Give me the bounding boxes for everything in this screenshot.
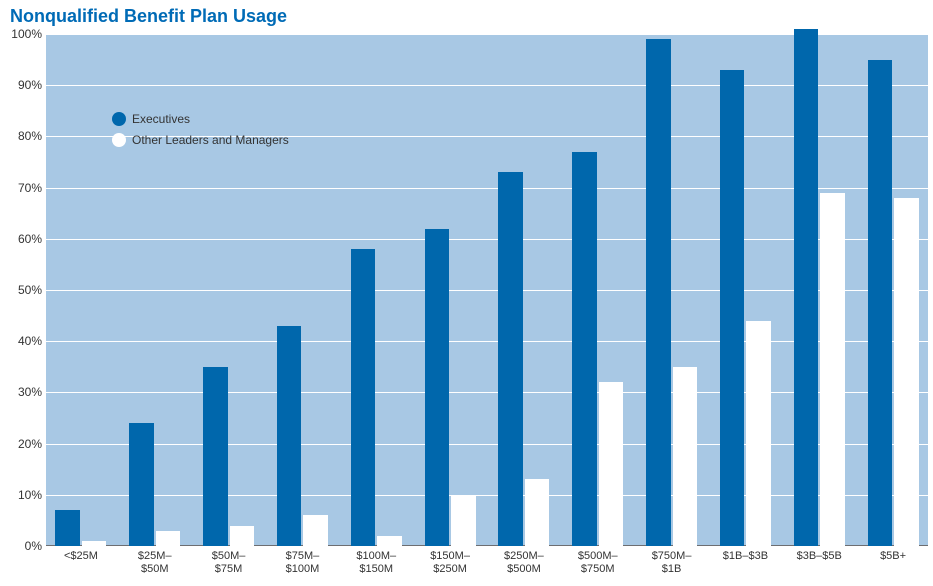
bar-executives: [425, 229, 449, 546]
y-tick-label: 90%: [18, 78, 42, 92]
bar-executives: [277, 326, 301, 546]
legend-dot-icon: [112, 133, 126, 147]
bar-executives: [572, 152, 596, 546]
bar-executives: [794, 29, 818, 546]
bar-other: [525, 479, 549, 546]
bar-executives: [55, 510, 79, 546]
bar-group: [784, 34, 854, 546]
bar-executives: [203, 367, 227, 546]
legend-label: Executives: [132, 112, 190, 126]
y-tick-label: 100%: [11, 27, 42, 41]
y-tick-label: 0%: [25, 539, 42, 553]
bar-executives: [351, 249, 375, 546]
y-tick-label: 40%: [18, 334, 42, 348]
bar-other: [230, 526, 254, 546]
x-tick-label: $500M– $750M: [563, 550, 633, 575]
bar-group: [711, 34, 781, 546]
x-tick-label: <$25M: [46, 550, 116, 563]
bar-other: [673, 367, 697, 546]
bar-group: [563, 34, 633, 546]
y-tick-label: 30%: [18, 385, 42, 399]
bar-other: [820, 193, 844, 546]
bar-group: [46, 34, 116, 546]
x-tick-label: $150M– $250M: [415, 550, 485, 575]
bar-group: [489, 34, 559, 546]
bar-executives: [129, 423, 153, 546]
bar-group: [637, 34, 707, 546]
y-tick-label: 80%: [18, 129, 42, 143]
bar-group: [858, 34, 928, 546]
legend-label: Other Leaders and Managers: [132, 133, 289, 147]
bar-other: [746, 321, 770, 546]
y-axis: 0%10%20%30%40%50%60%70%80%90%100%: [0, 34, 46, 546]
bar-executives: [720, 70, 744, 546]
y-tick-label: 20%: [18, 437, 42, 451]
y-tick-label: 10%: [18, 488, 42, 502]
x-tick-label: $100M– $150M: [341, 550, 411, 575]
bar-executives: [498, 172, 522, 546]
bar-group: [341, 34, 411, 546]
x-tick-label: $50M– $75M: [194, 550, 264, 575]
x-tick-label: $250M– $500M: [489, 550, 559, 575]
y-tick-label: 60%: [18, 232, 42, 246]
bar-executives: [646, 39, 670, 546]
bar-other: [451, 495, 475, 546]
chart-title: Nonqualified Benefit Plan Usage: [10, 6, 287, 27]
x-tick-label: $75M– $100M: [268, 550, 338, 575]
bar-other: [599, 382, 623, 546]
x-tick-label: $750M– $1B: [637, 550, 707, 575]
x-tick-label: $3B–$5B: [784, 550, 854, 563]
legend-item: Executives: [112, 110, 289, 128]
bar-other: [82, 541, 106, 546]
x-tick-label: $25M– $50M: [120, 550, 190, 575]
bar-other: [303, 515, 327, 546]
legend: Executives Other Leaders and Managers: [112, 110, 289, 149]
y-tick-label: 70%: [18, 181, 42, 195]
bar-executives: [868, 60, 892, 546]
bar-group: [415, 34, 485, 546]
legend-dot-icon: [112, 112, 126, 126]
x-tick-label: $1B–$3B: [711, 550, 781, 563]
bar-other: [377, 536, 401, 546]
legend-item: Other Leaders and Managers: [112, 131, 289, 149]
y-tick-label: 50%: [18, 283, 42, 297]
bar-other: [156, 531, 180, 546]
x-tick-label: $5B+: [858, 550, 928, 563]
bar-other: [894, 198, 918, 546]
